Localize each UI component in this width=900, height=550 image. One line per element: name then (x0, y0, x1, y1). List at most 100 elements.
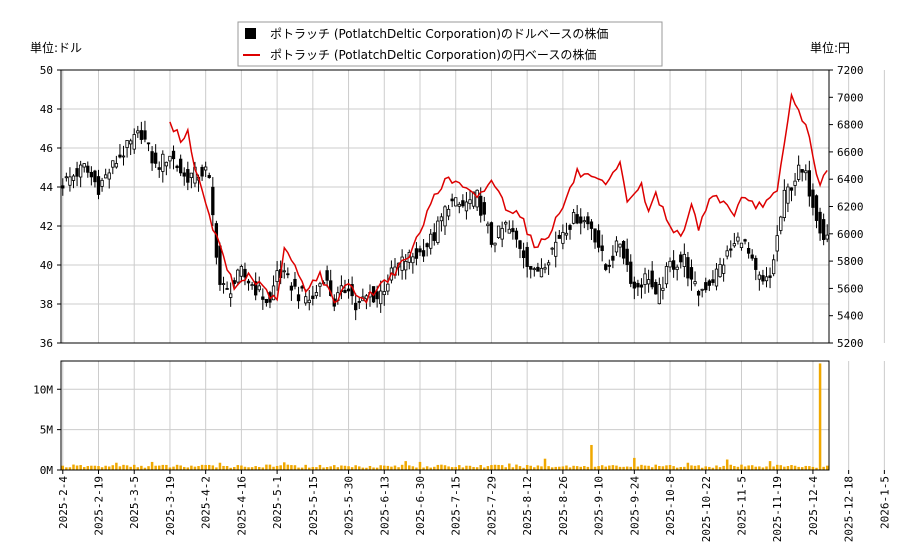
candle-body (621, 241, 626, 259)
volume-bar (508, 463, 511, 470)
volume-bar (279, 465, 282, 470)
volume-tick-label: 5M (40, 424, 54, 437)
candle-body (354, 302, 358, 311)
candle-body (689, 267, 694, 280)
candle-body (564, 232, 569, 236)
candle-body (821, 219, 826, 240)
volume-bar (433, 466, 436, 470)
candle-body (414, 248, 419, 259)
candle-body (257, 285, 261, 291)
volume-bar (783, 466, 786, 470)
right-tick-label: 5200 (837, 337, 864, 350)
volume-bars (61, 363, 829, 470)
volume-bar (79, 465, 82, 470)
right-tick-label: 6600 (837, 146, 864, 159)
left-tick-label: 38 (40, 298, 53, 311)
candle-body (82, 163, 86, 168)
volume-bar (472, 466, 475, 470)
volume-bar (240, 465, 243, 470)
unit-right-label: 単位:円 (810, 40, 850, 55)
volume-bar (286, 464, 290, 470)
volume-bar (179, 465, 182, 470)
volume-bar (793, 465, 797, 470)
volume-bar (215, 467, 218, 470)
volume-bar (483, 467, 486, 470)
candle-body (400, 256, 404, 271)
volume-bar (211, 465, 215, 470)
volume-bar (300, 467, 304, 470)
candle-body (704, 282, 708, 291)
volume-bar (522, 467, 525, 470)
volume-bar (525, 465, 529, 470)
volume-bar (447, 466, 450, 470)
volume-bar (222, 465, 225, 470)
volume-bar (122, 464, 125, 470)
candle-body (179, 158, 183, 174)
candle-body (579, 216, 583, 224)
volume-bar (547, 466, 550, 470)
volume-bar (765, 466, 768, 470)
x-tick-label: 2025-11-19 (771, 476, 784, 542)
volume-bar (493, 464, 497, 470)
volume-bar (458, 465, 461, 470)
volume-bar (161, 464, 165, 470)
volume-bar (683, 466, 686, 470)
volume-bar (590, 444, 593, 470)
volume-bar (725, 459, 729, 470)
volume-bar (325, 467, 329, 470)
x-tick-label: 2025-8-26 (557, 476, 570, 536)
volume-bar (625, 466, 629, 470)
volume-bar (668, 464, 672, 470)
candle-body (518, 240, 522, 249)
volume-bar (672, 466, 675, 470)
candle-body (375, 291, 379, 300)
right-tick-label: 5600 (837, 282, 864, 295)
volume-bar (297, 467, 300, 470)
volume-bar (111, 465, 115, 470)
x-tick-label: 2025-4-16 (235, 476, 248, 536)
volume-bar (304, 464, 307, 470)
x-tick-label: 2025-3-19 (164, 476, 177, 536)
candle-body (211, 186, 215, 216)
candle-body (136, 130, 140, 134)
volume-bar (758, 466, 761, 470)
volume-bar (275, 465, 279, 470)
volume-bar (475, 467, 479, 470)
volume-axis: 0M 5M 10M (33, 383, 61, 477)
volume-bar (454, 466, 457, 470)
left-tick-label: 50 (40, 64, 53, 77)
candle-body (675, 266, 679, 270)
volume-bar (390, 466, 393, 470)
candle-body (214, 223, 219, 258)
candle-body (379, 290, 383, 305)
candle-body (421, 250, 426, 257)
candle-body (807, 170, 812, 197)
candle-body (629, 261, 633, 284)
right-tick-label: 5400 (837, 310, 864, 323)
candle-body (711, 279, 715, 283)
volume-bar (207, 464, 211, 470)
candle-body (189, 172, 194, 178)
candle-body (204, 166, 208, 171)
candle-body (750, 254, 754, 259)
volume-bar (600, 465, 604, 470)
candle-body (514, 230, 519, 240)
left-tick-label: 36 (40, 337, 53, 350)
candle-body (61, 185, 65, 189)
volume-bar (290, 465, 293, 470)
volume-bar (511, 467, 515, 470)
volume-bar (107, 466, 111, 470)
volume-bar (150, 461, 154, 470)
volume-tick-label: 10M (33, 383, 53, 396)
volume-bar (743, 466, 747, 470)
volume-bar (418, 461, 422, 470)
volume-bar (383, 465, 386, 470)
volume-bar (540, 466, 543, 470)
volume-bar (436, 464, 440, 470)
candle-body (782, 189, 786, 218)
candle-body (725, 250, 729, 257)
candle-body (182, 172, 186, 177)
candle-body (107, 172, 111, 180)
x-tick-label: 2025-10-22 (700, 476, 713, 542)
